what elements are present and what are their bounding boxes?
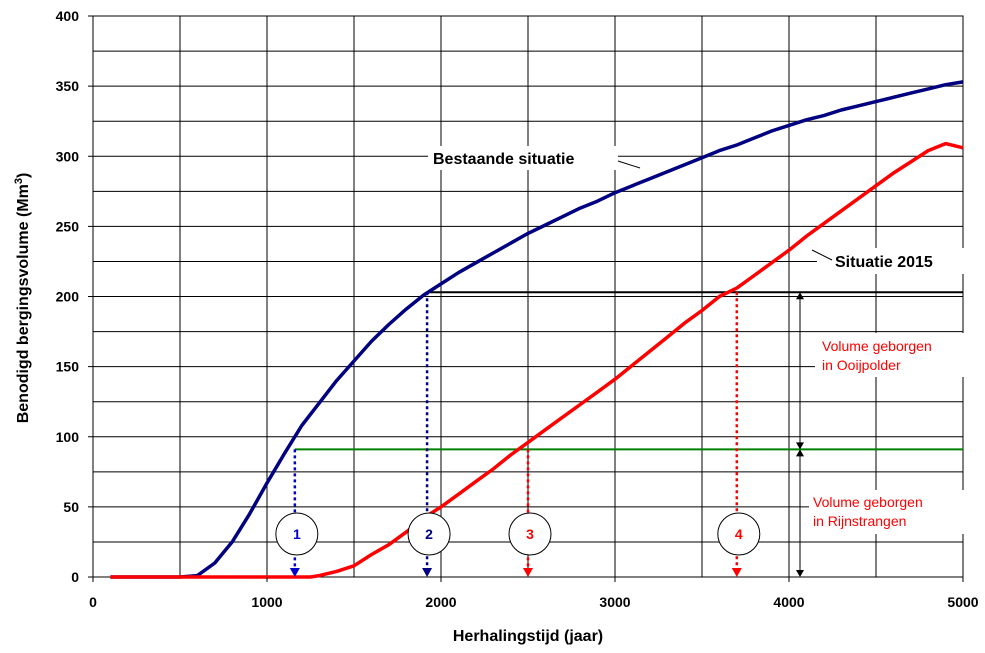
y-tick-label: 400 [56, 8, 80, 24]
marker-label: 1 [293, 526, 301, 542]
bracket-arrow-down [796, 442, 804, 450]
y-tick-label: 150 [56, 359, 80, 375]
reference-lines [294, 291, 963, 451]
y-tick-label: 350 [56, 78, 80, 94]
pointer-situatie-2015 [811, 249, 833, 261]
y-tick-label: 250 [56, 218, 80, 234]
drop-arrow [289, 568, 300, 577]
marker-circle [717, 512, 761, 556]
y-axis-title: Benodigd bergingsvolume (Mm3) [13, 173, 32, 424]
label-situatie-2015: Situatie 2015 [835, 254, 933, 271]
marker-circle [508, 512, 552, 556]
x-tick-label: 1000 [251, 594, 282, 610]
x-tick-label: 4000 [773, 594, 804, 610]
x-tick-label: 5000 [947, 594, 978, 610]
bracket-arrow-up [796, 449, 804, 457]
bracket-arrow-down [796, 570, 804, 577]
marker-label: 4 [735, 526, 743, 542]
annotation-rijnstrangen: Volume geborgen in Rijnstrangen [809, 490, 975, 534]
marker-label: 2 [425, 526, 433, 542]
series-bestaande-situatie [110, 80, 964, 579]
x-tick-label: 2000 [425, 594, 456, 610]
x-tick-label: 0 [89, 594, 97, 610]
annotation-situatie2015: Situatie 2015 [811, 248, 965, 274]
grid [93, 16, 963, 577]
pointer-bestaande [617, 160, 641, 169]
series-situatie-2015 [110, 141, 964, 579]
y-tick-label: 0 [71, 569, 79, 585]
drop-arrow [523, 568, 533, 577]
y-tick-label: 300 [56, 148, 80, 164]
label-ooij-2: in Ooijpolder [822, 357, 901, 373]
x-tick-label: 3000 [599, 594, 630, 610]
marker-label: 3 [526, 526, 534, 542]
drop-markers: 1 2 3 4 [275, 292, 761, 577]
label-rijn-2: in Rijnstrangen [813, 513, 906, 529]
volume-brackets [796, 292, 804, 577]
marker-circle [407, 512, 451, 556]
label-bestaande-situatie: Bestaande situatie [433, 151, 574, 168]
y-tick-label: 200 [56, 289, 80, 305]
series-lines [110, 80, 964, 579]
annotation-ooijpolder: Volume geborgen in Ooijpolder [815, 333, 975, 377]
y-tick-label: 50 [63, 499, 79, 515]
label-ooij-1: Volume geborgen [822, 338, 932, 354]
y-tick-label: 100 [56, 429, 80, 445]
x-axis-title: Herhalingstijd (jaar) [453, 628, 603, 645]
marker-circle [275, 512, 319, 556]
annotation-bestaande: Bestaande situatie [428, 146, 641, 170]
tick-labels: 0 1000 2000 3000 4000 5000 0 50 100 150 200 250 300 3… [56, 8, 979, 610]
drop-arrow [731, 568, 742, 577]
drop-arrow [422, 568, 433, 577]
label-rijn-1: Volume geborgen [813, 494, 923, 510]
bracket-arrow-up [796, 292, 804, 300]
